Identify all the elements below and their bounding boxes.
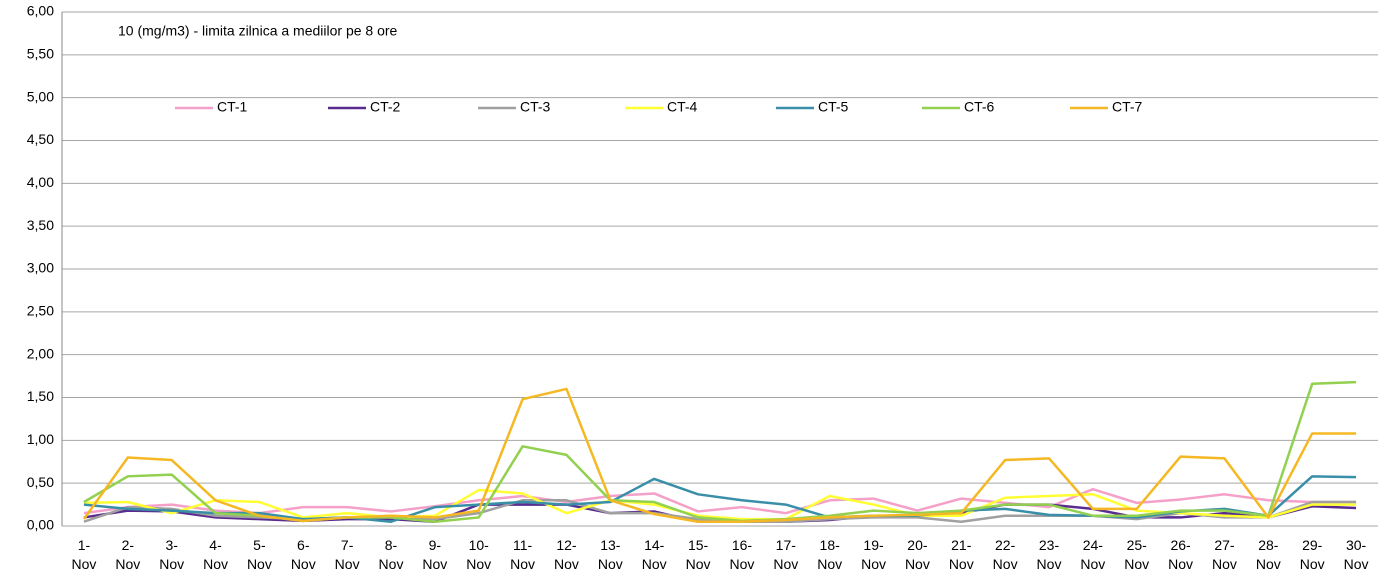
y-tick-label: 4,50 xyxy=(27,131,54,147)
x-tick-label: 15-Nov xyxy=(686,537,711,572)
series-line xyxy=(83,475,1357,523)
x-tick-label: 17-Nov xyxy=(773,537,798,572)
x-tick-label: 5-Nov xyxy=(247,537,272,572)
y-tick-label: 1,50 xyxy=(27,388,54,404)
x-tick-label: 20-Nov xyxy=(905,537,930,572)
x-tick-label: 13-Nov xyxy=(598,537,623,572)
legend-label: CT-6 xyxy=(964,99,995,115)
series-line xyxy=(82,387,1357,523)
y-tick-label: 5,00 xyxy=(27,88,54,104)
legend-label: CT-2 xyxy=(370,99,401,115)
legend-label: CT-7 xyxy=(1112,99,1143,115)
annotation: 10 (mg/m3) - limita zilnica a mediilor p… xyxy=(118,23,398,39)
x-tick-label: 10-Nov xyxy=(466,537,491,572)
legend-label: CT-4 xyxy=(667,99,698,115)
x-tick-label: 27-Nov xyxy=(1212,537,1237,572)
x-tick-label: 30-Nov xyxy=(1344,537,1369,572)
legend-label: CT-5 xyxy=(818,99,849,115)
series-line xyxy=(83,488,1357,521)
x-tick-label: 23-Nov xyxy=(1037,537,1062,572)
x-tick-label: 18-Nov xyxy=(817,537,842,572)
x-tick-label: 14-Nov xyxy=(642,537,667,572)
x-tick-label: 19-Nov xyxy=(861,537,886,572)
y-tick-label: 2,50 xyxy=(27,303,54,319)
y-tick-label: 6,00 xyxy=(27,3,54,19)
x-tick-label: 2-Nov xyxy=(115,537,140,572)
y-tick-label: 3,00 xyxy=(27,260,54,276)
x-tick-label: 12-Nov xyxy=(554,537,579,572)
x-tick-label: 1-Nov xyxy=(71,537,96,572)
legend-label: CT-1 xyxy=(217,99,248,115)
x-tick-label: 24-Nov xyxy=(1080,537,1105,572)
y-tick-label: 3,50 xyxy=(27,217,54,233)
x-tick-label: 29-Nov xyxy=(1300,537,1325,572)
x-tick-label: 11-Nov xyxy=(510,537,535,572)
y-tick-label: 0,50 xyxy=(27,474,54,490)
y-tick-label: 2,00 xyxy=(27,345,54,361)
x-tick-label: 22-Nov xyxy=(993,537,1018,572)
x-tick-label: 4-Nov xyxy=(203,537,228,572)
x-tick-label: 26-Nov xyxy=(1168,537,1193,572)
y-tick-label: 0,00 xyxy=(27,517,54,533)
x-tick-label: 25-Nov xyxy=(1124,537,1149,572)
series-line xyxy=(83,487,1357,515)
x-tick-label: 6-Nov xyxy=(291,537,316,572)
y-tick-label: 1,00 xyxy=(27,431,54,447)
y-tick-label: 4,00 xyxy=(27,174,54,190)
x-tick-label: 21-Nov xyxy=(949,537,974,572)
x-tick-label: 16-Nov xyxy=(729,537,754,572)
x-tick-label: 9-Nov xyxy=(422,537,447,572)
legend-label: CT-3 xyxy=(520,99,551,115)
x-tick-label: 28-Nov xyxy=(1256,537,1281,572)
x-tick-label: 3-Nov xyxy=(159,537,184,572)
x-tick-label: 7-Nov xyxy=(335,537,360,572)
x-tick-label: 8-Nov xyxy=(379,537,404,572)
y-tick-label: 5,50 xyxy=(27,46,54,62)
